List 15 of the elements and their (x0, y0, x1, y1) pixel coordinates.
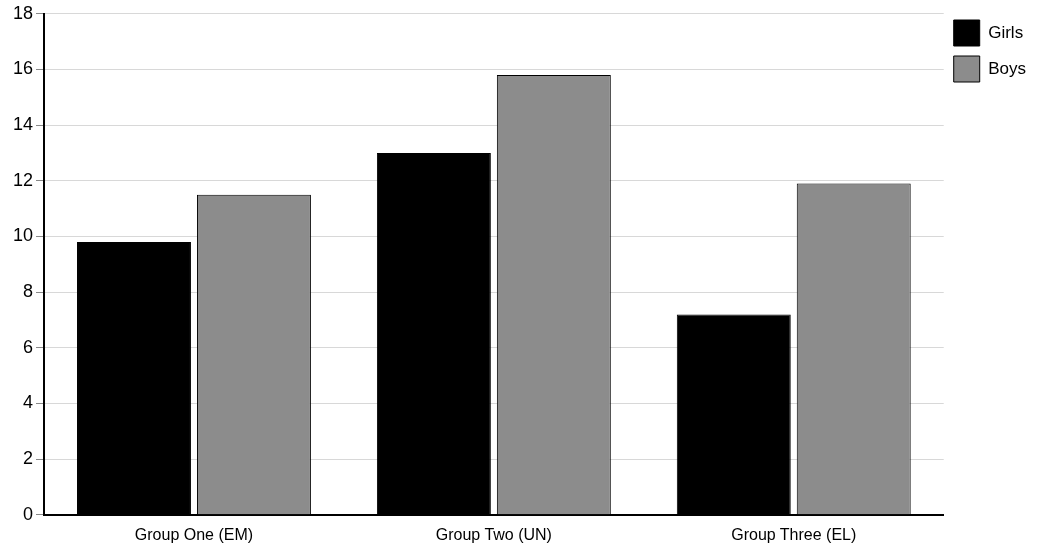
y-tick-label: 12 (12, 169, 34, 190)
y-tick-label: 16 (12, 58, 34, 79)
legend-label: Girls (988, 22, 1024, 42)
y-tick-label: 6 (23, 336, 34, 357)
x-tick-label: Group One (EM) (134, 525, 254, 543)
y-tick-label: 14 (12, 114, 34, 135)
y-tick-label: 18 (12, 2, 34, 23)
y-tick-label: 10 (12, 225, 34, 246)
y-tick-label: 0 (23, 503, 34, 524)
x-tick-label: Group Two (UN) (435, 525, 552, 543)
y-tick-label: 2 (23, 448, 34, 469)
x-tick-label: Group Three (EL) (731, 525, 857, 543)
y-tick-label: 8 (23, 281, 34, 302)
y-tick-label: 4 (23, 392, 34, 413)
legend-label: Boys (988, 58, 1026, 78)
